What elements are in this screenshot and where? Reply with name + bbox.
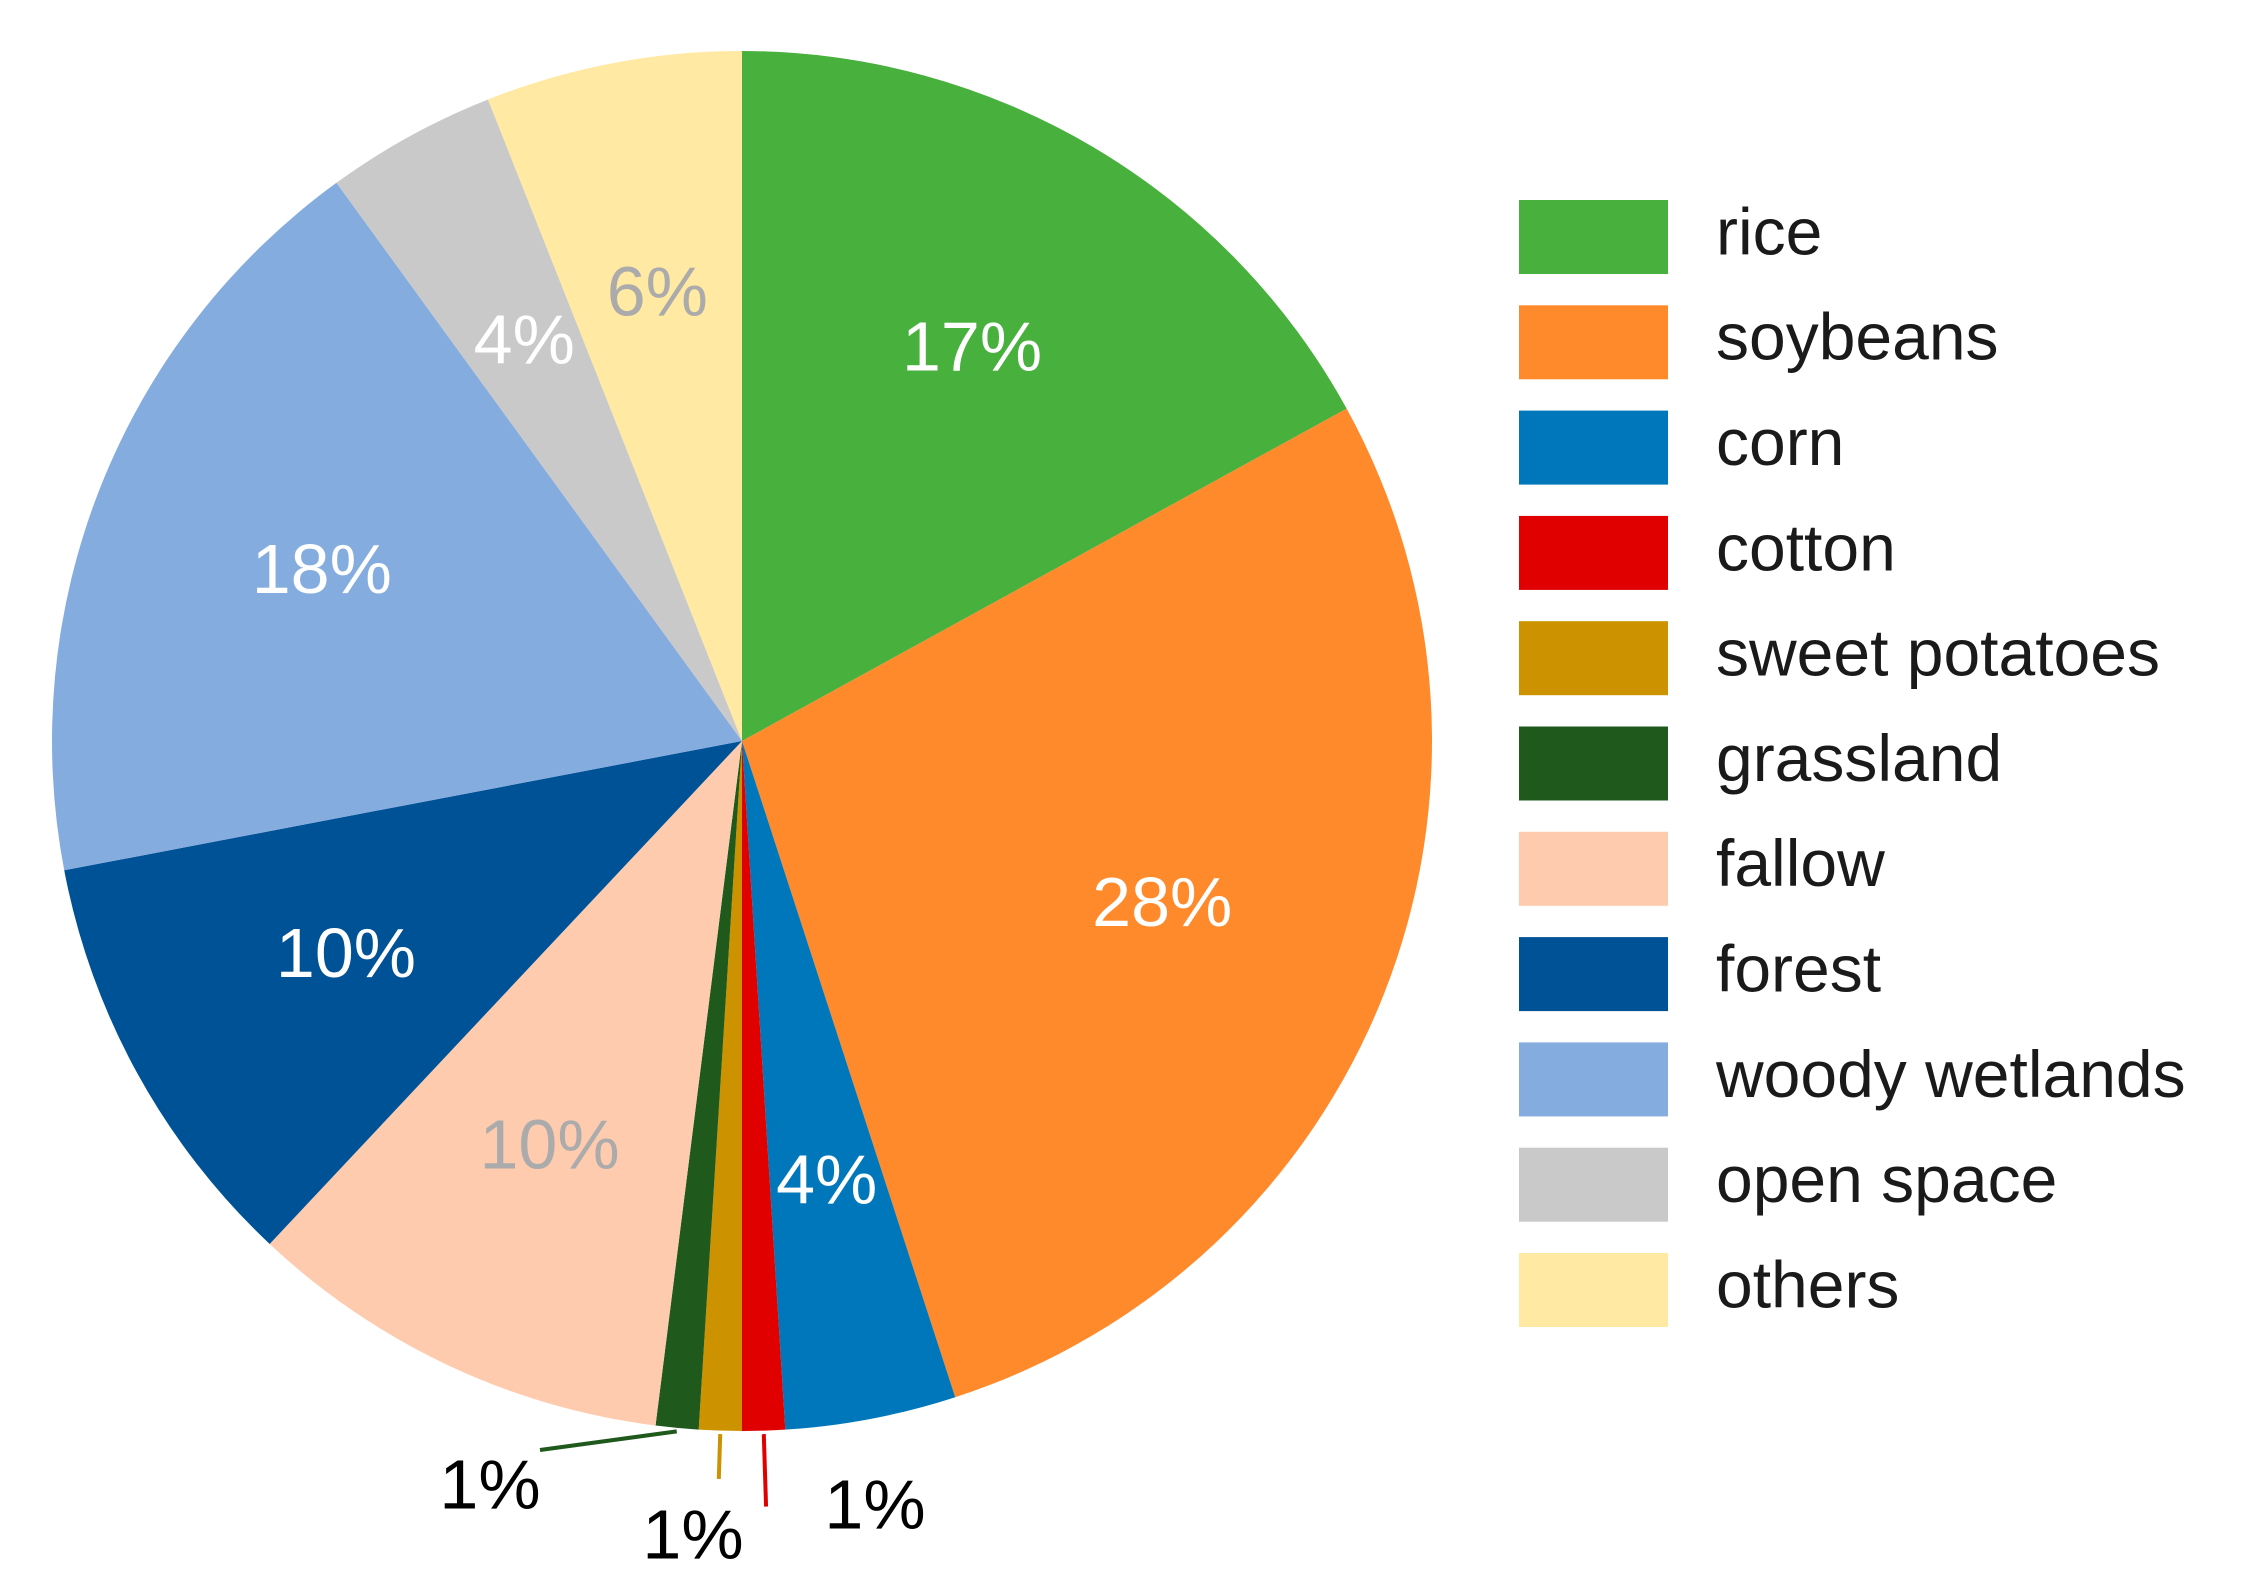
slice-grassland — [655, 741, 742, 1430]
slice-label-corn: 4% — [776, 1140, 877, 1218]
legend-swatch-fallow — [1519, 831, 1668, 906]
slice-label-others: 6% — [607, 253, 708, 331]
legend-swatch-others — [1519, 1253, 1668, 1327]
legend-swatch-woody-wetlands — [1519, 1042, 1668, 1117]
legend-label-soybeans: soybeans — [1716, 300, 1999, 374]
slice-labels: 17% 28% 4% 1% 1% 1% 10% 10% 18% 4% 6% — [252, 253, 1233, 1574]
legend-label-sweet-potatoes: sweet potatoes — [1716, 616, 2160, 690]
slice-woody-wetlands — [51, 182, 742, 871]
legend-label-others: others — [1716, 1247, 1899, 1321]
slice-sweet-potatoes — [698, 741, 742, 1431]
slice-rice — [742, 51, 1347, 741]
slice-label-soybeans: 28% — [1092, 863, 1232, 941]
slice-label-rice: 17% — [902, 307, 1042, 385]
slice-label-forest: 10% — [276, 914, 416, 992]
leader-line-cotton — [761, 1434, 769, 1507]
slice-forest — [64, 741, 742, 1244]
slice-label-fallow: 10% — [480, 1105, 620, 1183]
legend-swatch-soybeans — [1519, 305, 1668, 380]
slice-label-woody-wetlands: 18% — [252, 530, 392, 608]
legend-swatch-cotton — [1519, 515, 1668, 590]
legend-label-corn: corn — [1716, 405, 1844, 479]
legend-label-woody-wetlands: woody wetlands — [1715, 1037, 2186, 1111]
legend-swatch-corn — [1519, 410, 1668, 485]
leader-line-grassland — [539, 1429, 678, 1452]
slice-label-cotton: 1% — [824, 1465, 925, 1543]
slice-label-sweet-potatoes: 1% — [642, 1495, 743, 1573]
pie-slices — [51, 51, 1432, 1431]
legend-swatch-grassland — [1519, 726, 1668, 801]
leader-lines — [539, 1429, 769, 1507]
legend: rice soybeans corn cotton sweet potatoes gras… — [1519, 194, 2186, 1327]
legend-swatch-rice — [1519, 200, 1668, 274]
slice-label-open-space: 4% — [474, 300, 575, 378]
slice-fallow — [269, 741, 742, 1426]
legend-swatch-sweet-potatoes — [1519, 621, 1668, 696]
slice-cotton — [742, 741, 786, 1431]
legend-label-open-space: open space — [1716, 1142, 2057, 1216]
slice-corn — [742, 741, 956, 1430]
legend-label-forest: forest — [1716, 932, 1881, 1006]
legend-label-fallow: fallow — [1716, 826, 1885, 900]
leader-line-sweet-potatoes — [716, 1434, 723, 1479]
legend-swatch-open-space — [1519, 1147, 1668, 1222]
slice-label-grassland: 1% — [439, 1445, 540, 1523]
legend-label-rice: rice — [1716, 194, 1822, 268]
legend-label-cotton: cotton — [1716, 510, 1896, 584]
slice-open-space — [336, 99, 742, 741]
slice-others — [487, 51, 742, 741]
legend-swatch-forest — [1519, 937, 1668, 1012]
legend-label-grassland: grassland — [1716, 721, 2002, 795]
slice-soybeans — [742, 408, 1432, 1398]
